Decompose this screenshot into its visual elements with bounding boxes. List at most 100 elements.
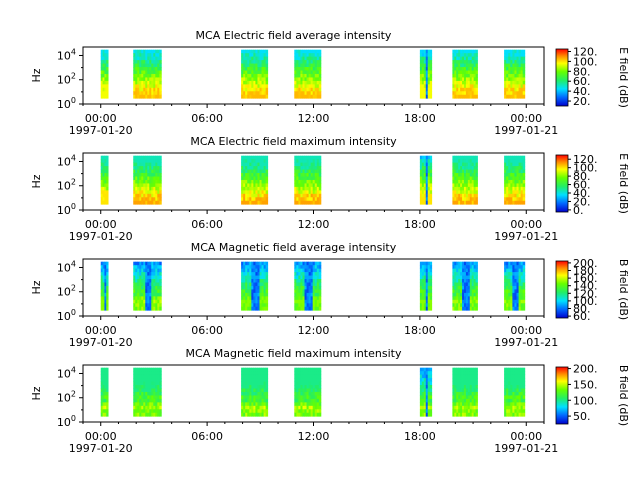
heat-cell bbox=[518, 289, 522, 294]
heat-cell bbox=[421, 268, 425, 273]
heat-cell bbox=[133, 49, 136, 54]
heat-cell bbox=[508, 190, 511, 195]
heat-cell bbox=[141, 183, 144, 188]
heat-cell bbox=[520, 405, 524, 410]
heat-cell bbox=[298, 56, 301, 61]
heat-cell bbox=[471, 49, 475, 54]
heat-cell bbox=[141, 409, 144, 414]
heat-cell bbox=[145, 53, 148, 58]
heat-cell bbox=[153, 292, 156, 297]
heat-cell bbox=[100, 190, 103, 195]
heat-cell bbox=[460, 405, 463, 410]
heat-cell bbox=[296, 94, 299, 99]
heat-cell bbox=[249, 282, 252, 287]
heat-cell bbox=[471, 94, 475, 99]
heat-cell bbox=[419, 398, 423, 403]
heat-cell bbox=[302, 299, 305, 304]
heat-cell bbox=[425, 169, 429, 174]
heat-cell bbox=[265, 70, 269, 75]
heat-cell bbox=[298, 176, 301, 181]
heat-cell bbox=[452, 87, 455, 92]
heat-cell bbox=[520, 289, 524, 294]
heat-cell bbox=[508, 49, 511, 54]
heat-cell bbox=[504, 409, 507, 414]
x-tick-label: 06:00 bbox=[191, 324, 223, 337]
heat-cell bbox=[153, 91, 156, 96]
heat-cell bbox=[421, 80, 425, 85]
heat-cell bbox=[245, 402, 248, 407]
heat-cell bbox=[419, 84, 423, 89]
heat-cell bbox=[419, 385, 423, 389]
heat-cell bbox=[255, 303, 258, 308]
heat-cell bbox=[452, 56, 455, 61]
colorbar-tick-label: 40. bbox=[573, 187, 591, 200]
heat-cell bbox=[153, 200, 156, 205]
heat-cell bbox=[471, 179, 475, 184]
heat-cell bbox=[133, 56, 136, 61]
heat-cell bbox=[294, 272, 297, 276]
heat-cell bbox=[514, 84, 517, 89]
heat-cell bbox=[157, 405, 160, 410]
heat-cell bbox=[143, 67, 146, 71]
heat-cell bbox=[421, 49, 425, 54]
heat-cell bbox=[308, 179, 312, 184]
heat-cell bbox=[452, 176, 455, 181]
heat-cell bbox=[469, 162, 473, 167]
heat-cell bbox=[145, 173, 148, 177]
heat-cell bbox=[135, 306, 138, 311]
heat-cell bbox=[251, 268, 254, 273]
heat-cell bbox=[139, 60, 142, 64]
heat-cell bbox=[462, 279, 465, 283]
heat-cell bbox=[139, 176, 142, 181]
heat-cell bbox=[155, 197, 158, 202]
heat-cell bbox=[419, 173, 423, 177]
heat-cell bbox=[139, 272, 142, 276]
heat-cell bbox=[294, 395, 297, 400]
heat-cell bbox=[141, 94, 144, 99]
heat-cell bbox=[261, 60, 265, 64]
heat-cell bbox=[253, 190, 256, 195]
heat-cell bbox=[475, 84, 478, 89]
heat-cell bbox=[100, 183, 103, 188]
heat-cell bbox=[460, 91, 463, 96]
heat-cell bbox=[452, 265, 455, 270]
heat-cell bbox=[102, 282, 105, 287]
heat-cell bbox=[512, 391, 515, 396]
heat-cell bbox=[141, 261, 144, 266]
heat-cell bbox=[454, 173, 457, 177]
heat-cell bbox=[458, 412, 461, 417]
heat-cell bbox=[469, 275, 473, 280]
heat-cell bbox=[302, 183, 305, 188]
heat-cell bbox=[294, 173, 297, 177]
heat-cell bbox=[473, 299, 476, 304]
heat-cell bbox=[251, 94, 254, 99]
heat-cell bbox=[137, 261, 140, 266]
heat-cell bbox=[522, 306, 526, 311]
heat-cell bbox=[473, 70, 476, 75]
heat-cell bbox=[135, 190, 138, 195]
heat-cell bbox=[510, 391, 513, 396]
heat-cell bbox=[145, 67, 148, 71]
heat-cell bbox=[147, 306, 150, 311]
heat-cell bbox=[155, 261, 158, 266]
heat-cell bbox=[249, 398, 252, 403]
heat-cell bbox=[153, 80, 156, 85]
heat-cell bbox=[421, 395, 425, 400]
heat-cell bbox=[149, 303, 152, 308]
heat-cell bbox=[318, 190, 322, 195]
heat-cell bbox=[516, 265, 519, 270]
heat-cell bbox=[145, 275, 148, 280]
heat-cell bbox=[452, 299, 455, 304]
heat-cell bbox=[452, 200, 455, 205]
heat-cell bbox=[475, 398, 478, 403]
heat-cell bbox=[157, 367, 160, 372]
heat-cell bbox=[257, 391, 260, 396]
heat-cell bbox=[151, 299, 154, 304]
heat-cell bbox=[155, 398, 158, 403]
heat-cell bbox=[257, 388, 260, 393]
heat-cell bbox=[473, 84, 476, 89]
heat-cell bbox=[253, 80, 256, 85]
heat-cell bbox=[429, 87, 433, 92]
heat-cell bbox=[458, 385, 461, 389]
heat-cell bbox=[473, 80, 476, 85]
